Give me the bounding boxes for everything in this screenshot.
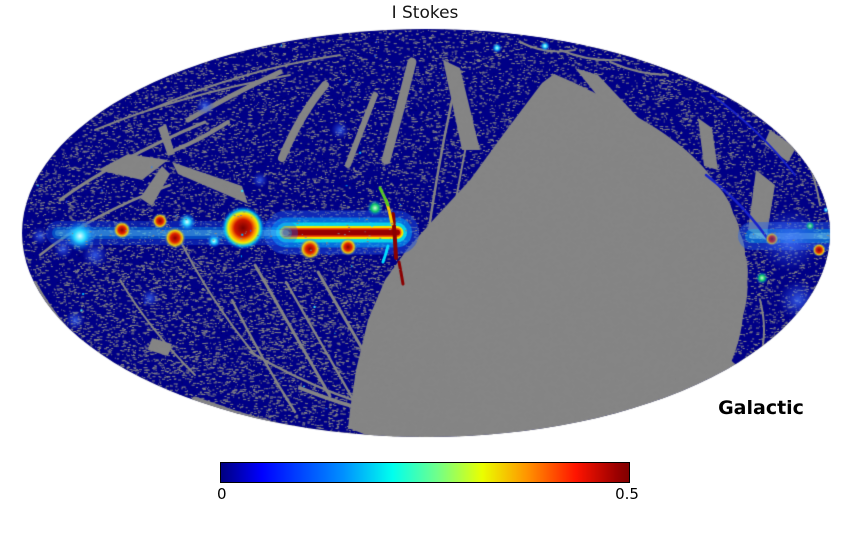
sky-map-canvas <box>0 0 850 450</box>
colorbar <box>220 462 630 483</box>
colorbar-min-label: 0 <box>217 485 227 503</box>
coordinate-label: Galactic <box>718 397 804 419</box>
map-title: I Stokes <box>391 3 459 23</box>
colorbar-max-label: 0.5 <box>615 485 639 503</box>
